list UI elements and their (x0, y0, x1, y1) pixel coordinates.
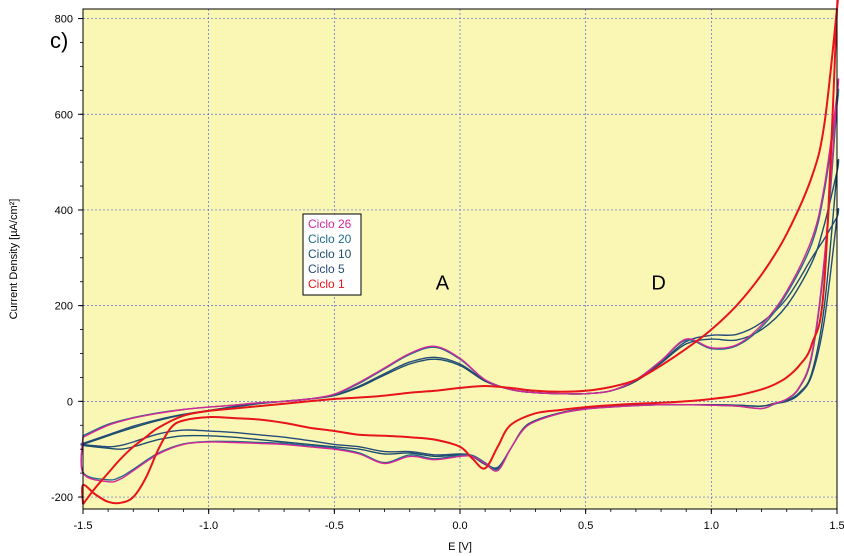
y-tick-label: 200 (55, 301, 73, 313)
x-tick-label: 1.0 (704, 520, 719, 532)
legend-entry: Ciclo 20 (308, 232, 352, 246)
annotation-label: D (651, 273, 665, 295)
y-tick-label: 0 (67, 396, 73, 408)
series-line-ciclo-1 (81, 0, 839, 505)
y-tick-label: 400 (55, 205, 73, 217)
y-tick-label: -200 (51, 492, 73, 504)
x-axis-ticks: -1.5 -1.0 -0.5 0.0 0.5 1.0 1.5 (74, 509, 844, 532)
x-tick-label: -1.5 (74, 520, 93, 532)
y-tick-label: 800 (55, 14, 73, 26)
series-line-ciclo-26 (80, 78, 840, 483)
legend-box (302, 213, 362, 296)
y-axis-label: Current Density [µA/cm²] (8, 199, 20, 320)
legend-entry: Ciclo 26 (308, 217, 352, 231)
x-tick-label: 0.5 (578, 520, 593, 532)
y-tick-label: 600 (55, 109, 73, 121)
x-tick-label: 1.5 (829, 520, 844, 532)
series-line-ciclo-5 (80, 207, 840, 469)
legend-entry: Ciclo 5 (308, 262, 345, 276)
series-curves (80, 0, 840, 505)
x-tick-label: 0.0 (452, 520, 467, 532)
annotation-label: A (436, 273, 450, 295)
legend-entry: Ciclo 1 (308, 277, 345, 291)
x-tick-label: -0.5 (325, 520, 344, 532)
series-line-ciclo-10 (80, 158, 840, 470)
x-tick-label: -1.0 (199, 520, 218, 532)
x-axis-label: E [V] (448, 541, 472, 553)
y-axis-ticks: -200 0 200 400 600 800 (51, 14, 83, 504)
legend-entry: Ciclo 10 (308, 247, 352, 261)
panel-label: c) (50, 28, 68, 53)
